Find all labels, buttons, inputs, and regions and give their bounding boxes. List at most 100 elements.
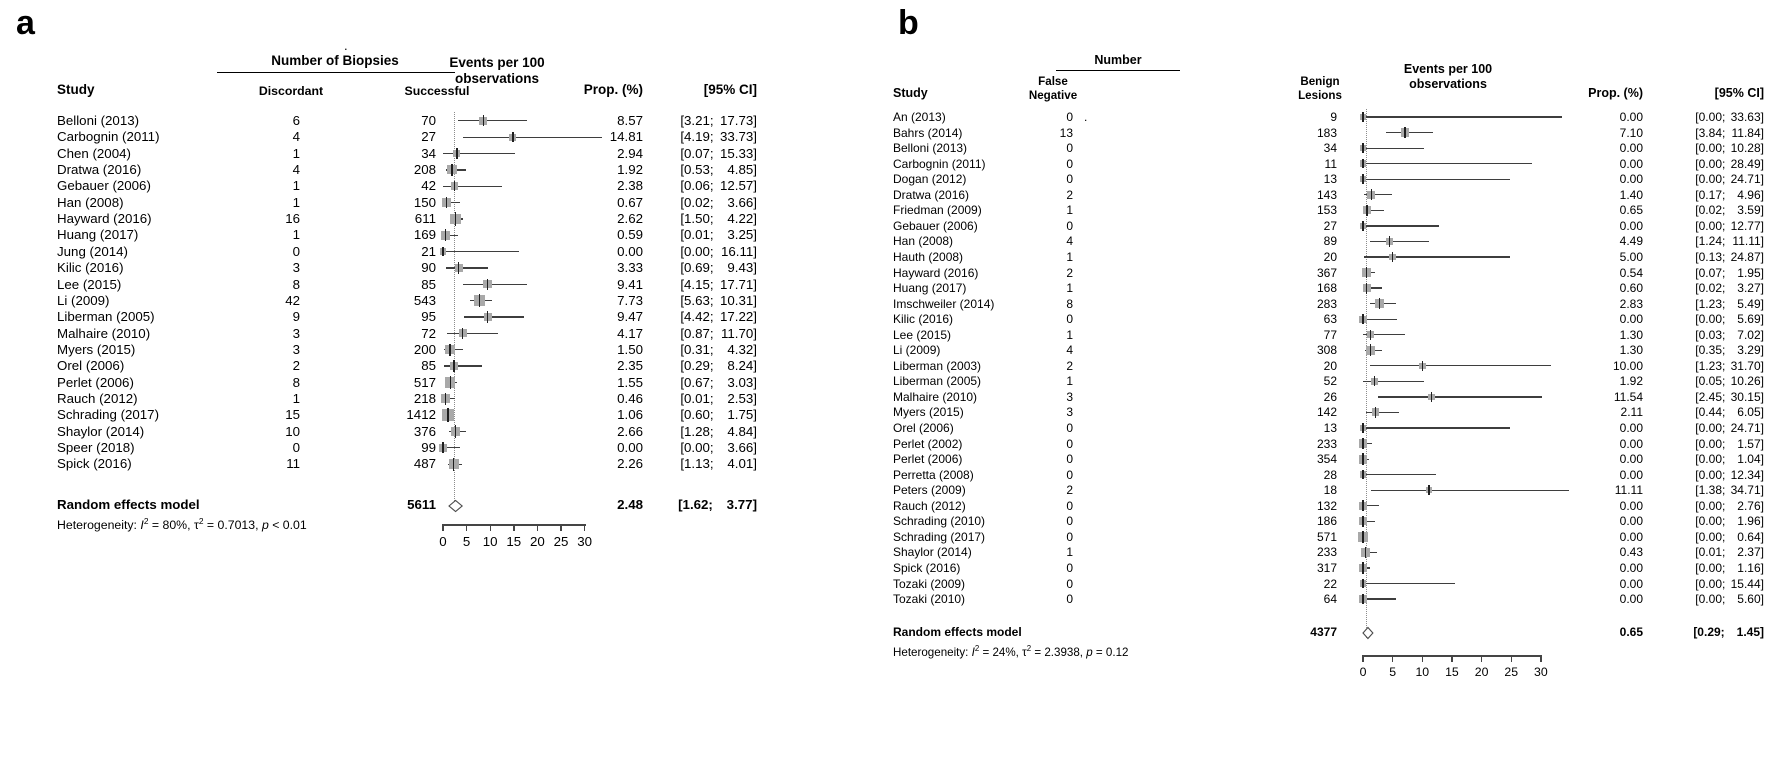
x-axis-label: 25 [1504,665,1519,679]
study-name: Hayward (2016) [57,211,152,227]
effect-tick [478,293,481,308]
effect-tick [1362,143,1364,153]
x-axis-tick [583,524,586,531]
count-col2: 376 [413,423,436,439]
study-name: Liberman (2005) [57,309,155,325]
ci-line [462,136,603,138]
ci-value: [0.00; 5.60] [1695,592,1764,607]
study-name: Perlet (2006) [57,374,134,390]
ci-line [1385,131,1434,134]
ci-value: [0.07; 1.95] [1695,265,1764,280]
count-col2: 611 [414,211,436,227]
ci-line [1365,411,1399,414]
count-col1: 1 [1066,281,1073,296]
study-name: Liberman (2003) [893,358,982,373]
count-col1: 4 [292,129,300,145]
effect-tick [1430,392,1433,402]
proportion-value: 5.00 [1619,249,1643,264]
count-col1: 3 [292,260,300,276]
ci-line [1363,582,1455,585]
count-col1: 0 [1066,560,1073,575]
ci-line [1363,442,1373,445]
study-name: Friedman (2009) [893,203,982,218]
ci-value: [0.35; 3.29] [1695,343,1764,358]
count-col2: 218 [413,390,436,406]
study-name: Han (2008) [57,194,124,210]
study-name: Schrading (2017) [893,529,986,544]
x-axis-label: 5 [1389,665,1397,679]
proportion-value: 2.66 [617,423,643,439]
proportion-value: 0.00 [1619,498,1643,513]
ci-value: [0.01; 2.37] [1695,545,1764,560]
proportion-value: 1.92 [617,162,643,178]
proportion-value: 4.49 [1619,234,1643,249]
proportion-value: 9.47 [617,309,643,325]
ci-line [462,283,527,285]
study-name: Tozaki (2010) [893,592,966,607]
study-name: Liberman (2005) [893,374,982,389]
x-axis-tick [1421,655,1424,662]
effect-tick [1366,204,1368,216]
ci-value: [1.50; 4.22] [680,211,757,227]
ci-line [446,267,488,269]
count-col1: 1 [292,178,300,194]
count-col1: 2 [1066,483,1073,498]
column-header-study-b: Study [893,86,928,100]
count-col2: 63 [1323,312,1337,327]
proportion-value: 0.00 [1619,218,1643,233]
study-name: Tozaki (2009) [893,576,966,591]
study-name: Peters (2009) [893,483,966,498]
group-header-underline-a [217,72,455,73]
ci-value: [0.67; 3.03] [680,374,757,390]
ci-line [443,185,503,187]
proportion-value: 7.73 [617,292,643,308]
effect-tick [512,132,514,143]
effect-tick [1362,453,1364,466]
study-name: Han (2008) [893,234,954,249]
count-col2: 208 [413,162,436,178]
study-name: Lee (2015) [57,276,122,292]
count-col1: 0 [1066,592,1073,607]
column-header-group-b: Number [1094,53,1142,67]
x-axis-tick [465,524,468,531]
study-name: Kilic (2016) [893,312,954,327]
study-name: Lee (2015) [893,327,952,342]
ci-value: [0.00; 24.71] [1695,172,1764,187]
ci-value: [0.00; 1.16] [1695,560,1764,575]
x-axis-label: 30 [577,534,592,549]
count-col1: 0 [1066,452,1073,467]
ci-value: [1.24; 11.11] [1695,234,1764,249]
ci-line [443,234,459,236]
effect-tick [1379,297,1381,310]
count-col1: 0 [1066,436,1073,451]
x-axis-tick [1540,655,1542,662]
ci-value: [4.42; 17.22] [680,309,757,325]
study-name: Orel (2006) [893,421,954,435]
study-name: Myers (2015) [893,405,964,420]
count-col2: 367 [1316,265,1337,280]
x-axis-label: 10 [1415,665,1430,679]
ci-value: [0.01; 2.53] [680,390,757,406]
count-col1: 2 [1066,265,1073,280]
ci-value: [2.45; 30.15] [1695,389,1764,404]
count-col2: 233 [1316,436,1337,451]
reference-line [1366,109,1368,638]
effect-tick [1362,515,1364,527]
x-axis-label: 5 [462,534,471,549]
ci-value: [0.00; 3.66] [680,440,757,455]
count-col2: 95 [421,309,436,325]
ci-line [443,152,516,155]
count-col1: 1 [1066,327,1073,342]
proportion-value: 0.00 [617,243,643,259]
x-axis-tick [560,524,562,531]
study-name: Li (2009) [57,292,110,308]
study-name: Jung (2014) [57,243,128,259]
proportion-value: 2.35 [617,358,643,374]
study-name: Speer (2018) [57,440,135,455]
column-header-benign-lesions: Benign Lesions [1298,75,1342,102]
count-col2: 1412 [406,407,436,423]
summary-proportion: 0.65 [1619,625,1643,639]
count-col1: 0 [1066,498,1073,513]
count-col1: 0 [1066,514,1073,529]
effect-tick [1362,158,1364,169]
